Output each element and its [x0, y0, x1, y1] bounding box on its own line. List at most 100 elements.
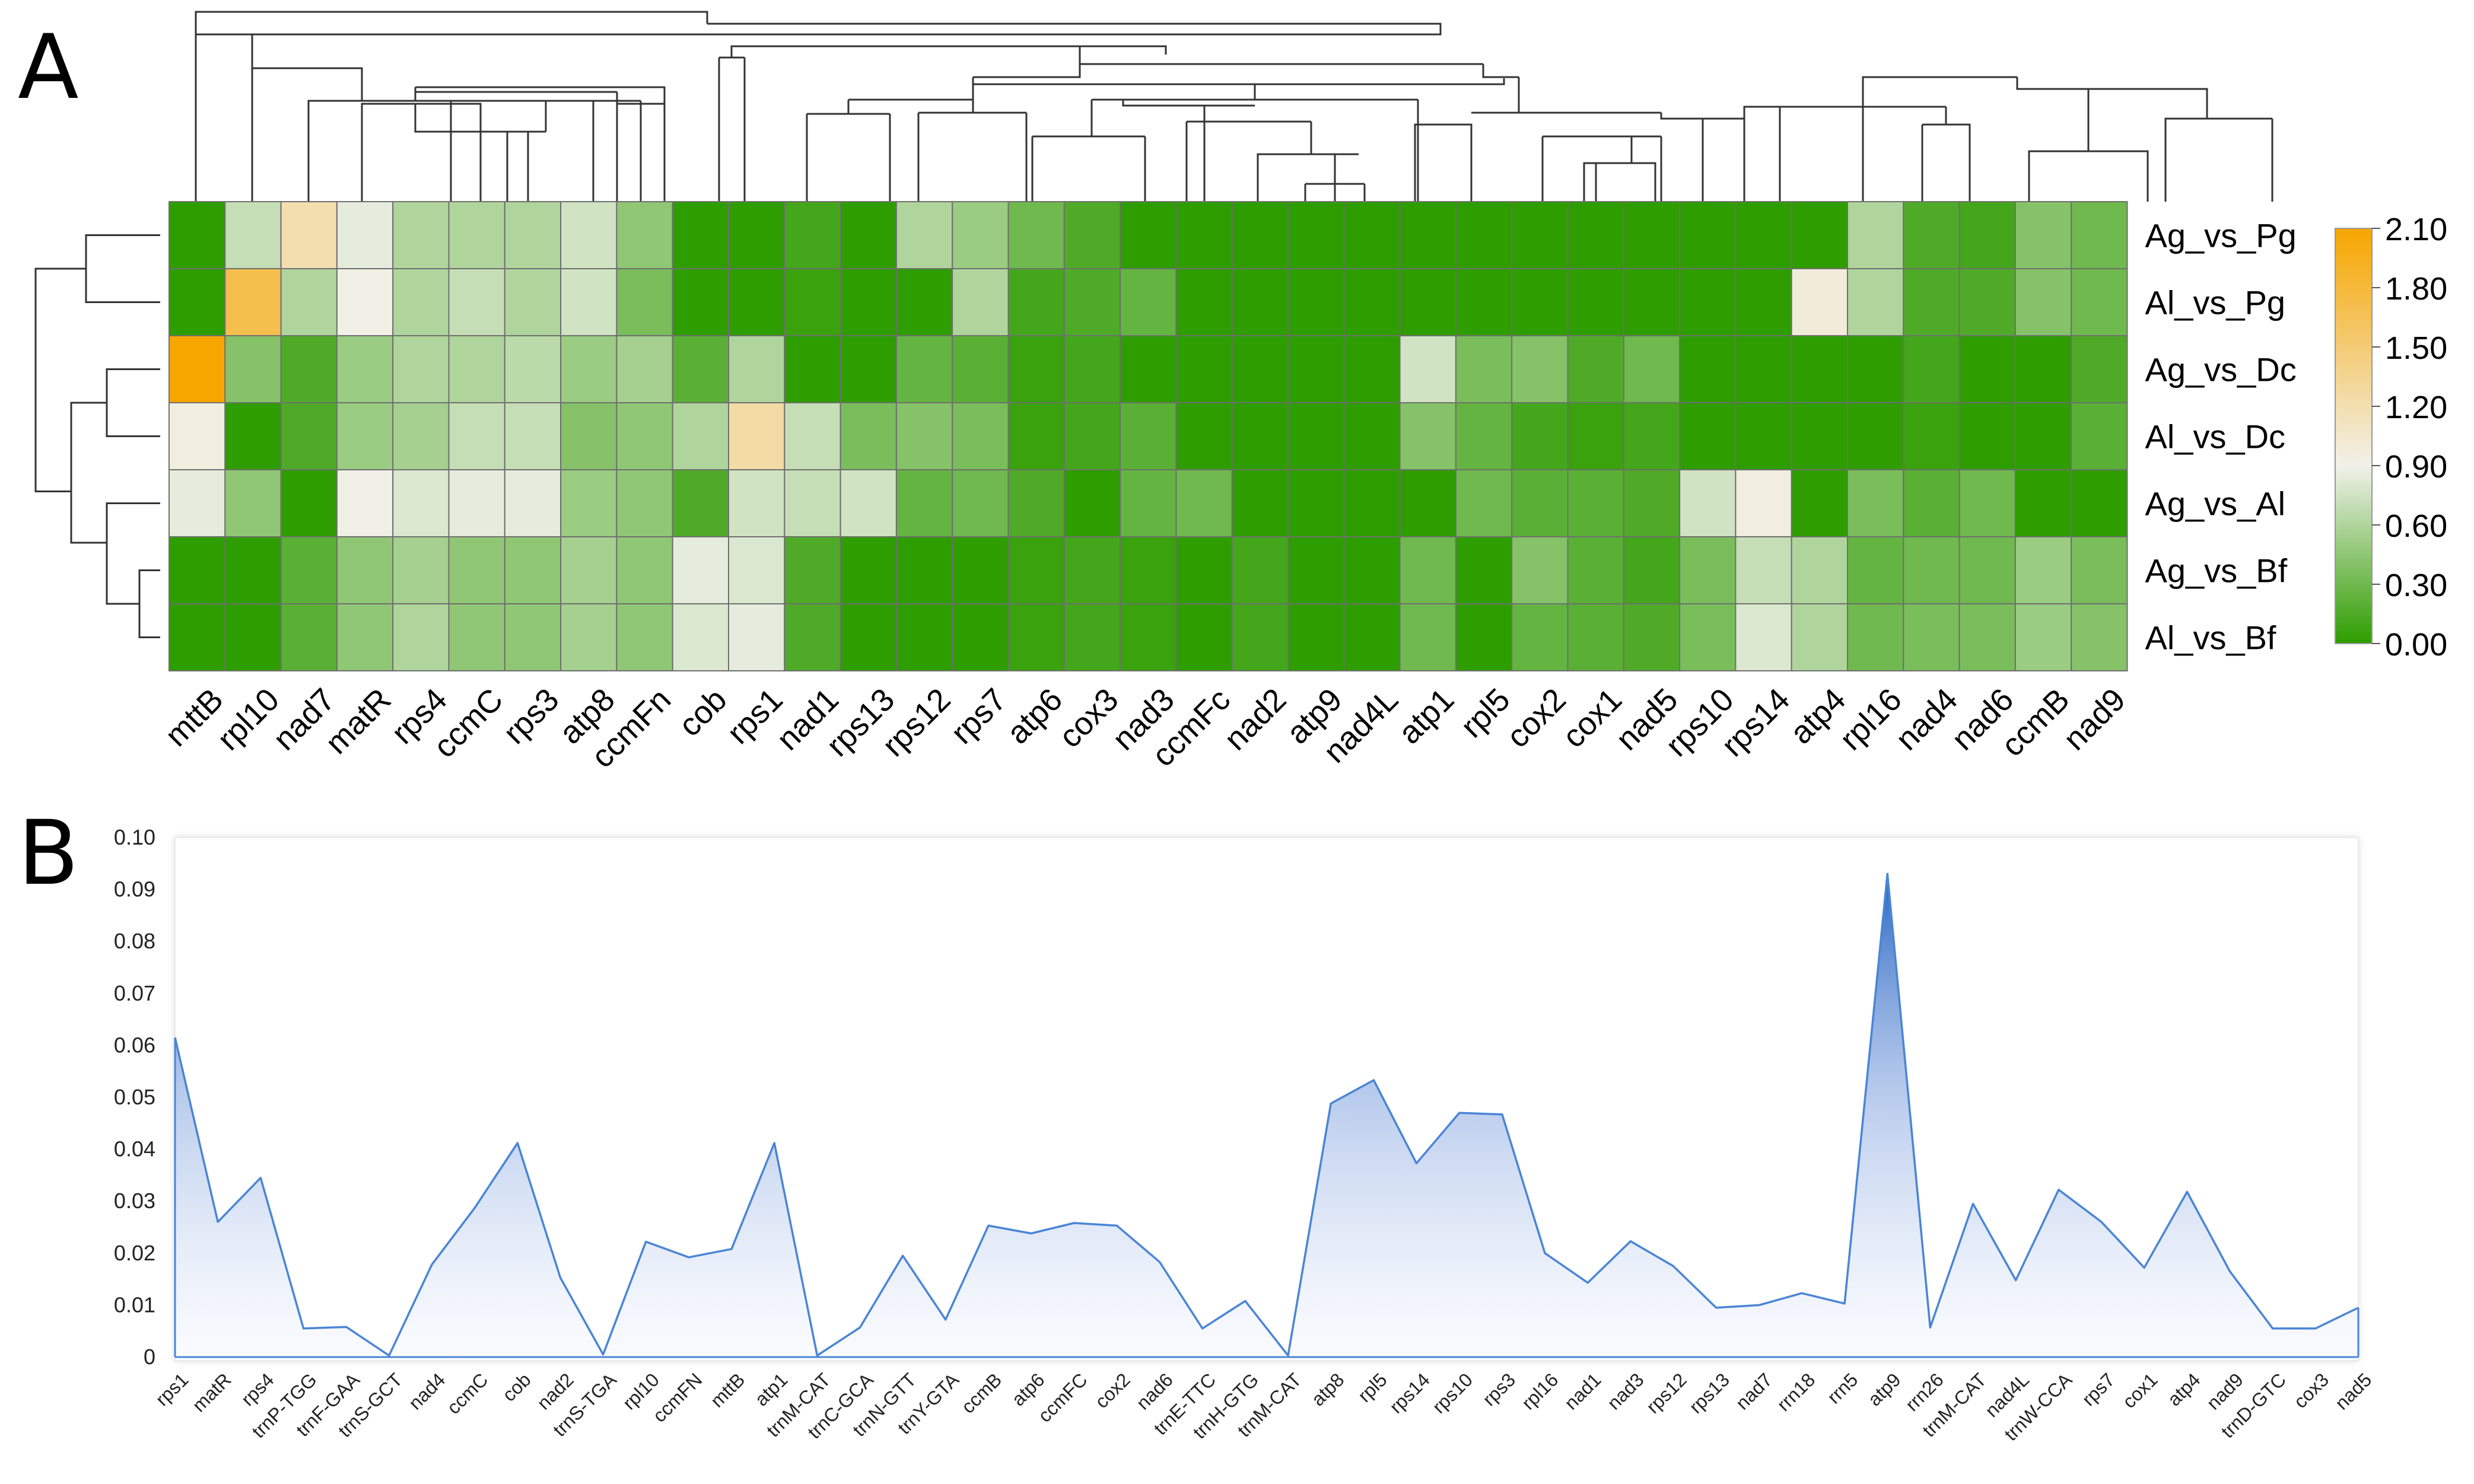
color-scale-tick-label: 2.10 — [2385, 212, 2447, 247]
heatmap-cell-ag-vs-dc-cox3 — [1063, 335, 1121, 403]
heatmap-cell-ag-vs-pg-nad9 — [2071, 201, 2128, 269]
heatmap-cell-ag-vs-bf-cox1 — [1567, 536, 1624, 604]
heatmap-cell-ag-vs-al-cox2 — [1511, 469, 1569, 537]
heatmap-cell-al-vs-bf-ccmfc — [1175, 603, 1233, 671]
heatmap-cell-ag-vs-bf-matr — [336, 536, 394, 604]
heatmap-cell-al-vs-dc-rps10 — [1679, 402, 1737, 470]
heatmap-cell-ag-vs-bf-cob — [672, 536, 729, 604]
heatmap-cell-al-vs-dc-rps14 — [1735, 402, 1792, 470]
series-area-fill — [175, 874, 2358, 1357]
heatmap-cell-ag-vs-pg-cox3 — [1063, 201, 1121, 269]
heatmap-cell-ag-vs-dc-rps4 — [392, 335, 450, 403]
heatmap-cell-al-vs-pg-nad7 — [280, 268, 338, 336]
heatmap-cell-ag-vs-al-atp8 — [560, 469, 618, 537]
x-tick-label-rps3: rps3 — [1478, 1369, 1519, 1410]
heatmap-cell-al-vs-bf-nad5 — [1623, 603, 1681, 671]
heatmap-cell-ag-vs-pg-nad5 — [1623, 201, 1681, 269]
heatmap-cell-ag-vs-bf-rps4 — [392, 536, 450, 604]
x-tick-label-rps1: rps1 — [151, 1369, 192, 1410]
heatmap-cell-al-vs-pg-rpl10 — [224, 268, 282, 336]
heatmap-cell-al-vs-dc-nad4 — [1903, 402, 1960, 470]
heatmap-cell-ag-vs-al-rps14 — [1735, 469, 1792, 537]
heatmap-cell-ag-vs-bf-rpl16 — [1847, 536, 1904, 604]
heatmap-cell-al-vs-pg-rps7 — [952, 268, 1009, 336]
heatmap-cell-ag-vs-bf-rps3 — [504, 536, 562, 604]
heatmap-cell-al-vs-bf-rpl5 — [1455, 603, 1513, 671]
heatmap-cell-ag-vs-al-rpl5 — [1455, 469, 1513, 537]
heatmap-cell-ag-vs-pg-rps3 — [504, 201, 562, 269]
heatmap-cell-al-vs-bf-rps7 — [952, 603, 1009, 671]
row-label-al-vs-bf: Al_vs_Bf — [2145, 619, 2276, 657]
row-dendrogram-branch — [85, 234, 160, 303]
column-label-cox3: cox3 — [1052, 682, 1125, 754]
heatmap-cell-al-vs-pg-rpl16 — [1847, 268, 1904, 336]
y-tick-label: 0.05 — [114, 1085, 155, 1109]
heatmap-cell-al-vs-dc-rpl5 — [1455, 402, 1513, 470]
heatmap-cell-ag-vs-dc-rpl5 — [1455, 335, 1513, 403]
heatmap-cell-ag-vs-pg-rps14 — [1735, 201, 1792, 269]
heatmap-cell-ag-vs-pg-rps10 — [1679, 201, 1737, 269]
column-label-matr: matR — [319, 682, 398, 761]
column-label-nad9: nad9 — [2057, 682, 2132, 757]
heatmap-cell-al-vs-pg-cox1 — [1567, 268, 1624, 336]
heatmap-cell-ag-vs-al-ccmfn — [616, 469, 673, 537]
heatmap-cell-al-vs-pg-nad1 — [784, 268, 841, 336]
heatmap-cell-al-vs-pg-nad4 — [1903, 268, 1960, 336]
y-axis-ticks: 0.10 0.09 0.08 0.07 0.06 0.05 0.04 0.03 0.02 0.01… — [114, 825, 155, 1369]
heatmap-cell-ag-vs-al-ccmfc — [1175, 469, 1233, 537]
heatmap-cell-al-vs-pg-rps1 — [728, 268, 786, 336]
heatmap-cell-ag-vs-al-nad7 — [280, 469, 338, 537]
column-label-cob: cob — [672, 682, 733, 743]
heatmap-cell-al-vs-pg-nad5 — [1623, 268, 1681, 336]
column-label-atp1: atp1 — [1392, 682, 1461, 751]
heatmap-cell-ag-vs-dc-rps12 — [895, 335, 953, 403]
heatmap-cell-al-vs-dc-nad7 — [280, 402, 338, 470]
heatmap-cell-al-vs-bf-ccmc — [448, 603, 505, 671]
heatmap-cell-al-vs-dc-rps3 — [504, 402, 562, 470]
heatmap-cell-al-vs-dc-nad9 — [2071, 402, 2128, 470]
heatmap-cell-al-vs-dc-nad1 — [784, 402, 841, 470]
heatmap-cell-ag-vs-bf-atp4 — [1791, 536, 1848, 604]
heatmap-cell-al-vs-dc-rps1 — [728, 402, 786, 470]
heatmap-column-labels: mttBrpl10nad7matRrps4ccmCrps3atp8ccmFnco… — [158, 682, 2132, 775]
heatmap-cell-al-vs-bf-atp8 — [560, 603, 618, 671]
y-tick-label: 0.02 — [114, 1241, 155, 1265]
heatmap-cell-ag-vs-al-rps10 — [1679, 469, 1737, 537]
heatmap-cell-al-vs-dc-nad5 — [1623, 402, 1681, 470]
row-label-al-vs-pg: Al_vs_Pg — [2145, 284, 2286, 321]
column-label-rpl16: rpl16 — [1833, 682, 1908, 757]
heatmap-row-labels: Ag_vs_Pg Al_vs_Pg Ag_vs_Dc Al_vs_Dc Ag_vs_Al… — [2145, 217, 2297, 657]
heatmap-cell-ag-vs-al-nad2 — [1231, 469, 1289, 537]
heatmap-cell-ag-vs-dc-ccmc — [448, 335, 505, 403]
x-tick-label-atp8: atp8 — [1307, 1369, 1348, 1410]
heatmap-cell-al-vs-bf-nad7 — [280, 603, 338, 671]
heatmap-cell-ag-vs-bf-nad4l — [1343, 536, 1401, 604]
heatmap-cell-ag-vs-bf-nad2 — [1231, 536, 1289, 604]
color-scale-ticks: 2.10 1.80 1.50 1.20 0.90 0.60 0.30 0.00 — [2372, 212, 2447, 663]
heatmap-cell-ag-vs-pg-rps1 — [728, 201, 786, 269]
heatmap-cell-al-vs-pg-atp1 — [1399, 268, 1457, 336]
heatmap-cell-al-vs-bf-atp4 — [1791, 603, 1848, 671]
heatmap-cell-ag-vs-pg-cox2 — [1511, 201, 1569, 269]
x-tick-label-cox2: cox2 — [1091, 1369, 1134, 1412]
heatmap-cell-ag-vs-bf-ccmb — [2014, 536, 2072, 604]
heatmap-cell-ag-vs-dc-rps7 — [952, 335, 1009, 403]
heatmap-cell-al-vs-bf-rps10 — [1679, 603, 1737, 671]
heatmap-cell-al-vs-dc-cob — [672, 402, 729, 470]
x-tick-label-ccmfn: ccmFN — [648, 1369, 706, 1426]
column-label-nad2: nad2 — [1217, 682, 1293, 757]
heatmap-cell-al-vs-bf-matr — [336, 603, 394, 671]
column-label-cox2: cox2 — [1500, 682, 1573, 754]
x-tick-label-cox3: cox3 — [2289, 1369, 2333, 1412]
row-label-ag-vs-al: Ag_vs_Al — [2145, 485, 2286, 523]
heatmap-cell-ag-vs-bf-rps1 — [728, 536, 786, 604]
x-tick-label-matr: matR — [188, 1369, 236, 1416]
heatmap-cell-al-vs-pg-cox3 — [1063, 268, 1121, 336]
heatmap-cell-al-vs-bf-nad3 — [1120, 603, 1177, 671]
heatmap-cell-ag-vs-al-ccmc — [448, 469, 505, 537]
heatmap-cell-ag-vs-pg-nad4l — [1343, 201, 1401, 269]
heatmap-cell-al-vs-pg-rps10 — [1679, 268, 1737, 336]
heatmap-cell-ag-vs-dc-nad9 — [2071, 335, 2128, 403]
x-tick-label-rrn18: rrn18 — [1773, 1369, 1819, 1415]
